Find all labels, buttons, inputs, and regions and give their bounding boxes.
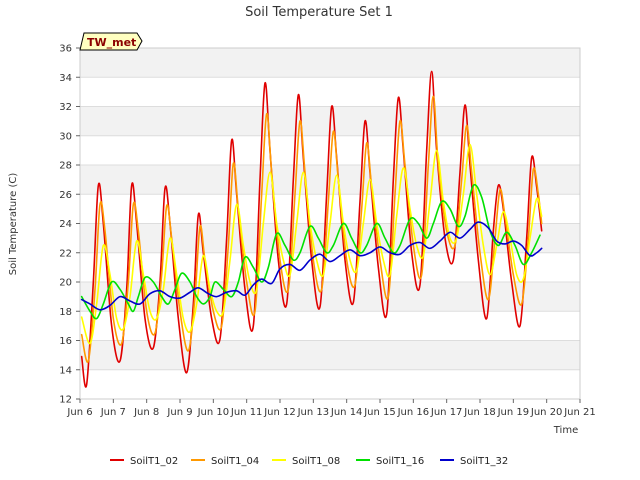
badge-label: TW_met: [87, 36, 136, 49]
y-tick-label: 16: [59, 336, 72, 347]
y-tick-label: 12: [59, 395, 72, 406]
grid-band: [80, 48, 580, 78]
x-tick-label: Jun 9: [166, 407, 192, 418]
legend-item-soilt1-04: SoilT1_04: [191, 456, 259, 467]
x-tick-label: Jun 16: [397, 407, 430, 418]
x-tick-label: Jun 15: [363, 407, 396, 418]
x-tick-label: Jun 12: [263, 407, 296, 418]
legend-label: SoilT1_32: [460, 456, 508, 467]
series-line-soilt1-32: [80, 221, 543, 311]
x-tick-label: Jun 17: [430, 407, 463, 418]
tw-met-badge: TW_met: [79, 32, 143, 51]
series-lines: [80, 70, 543, 388]
x-tick-label: Jun 10: [197, 407, 230, 418]
series-line-soilt1-04: [80, 95, 543, 363]
x-axis-ticks: Jun 6 Jun 7 Jun 8 Jun 9 Jun 10 Jun 11 Jun 12 Ju…: [66, 399, 596, 418]
y-tick-label: 34: [59, 73, 72, 84]
legend-item-soilt1-08: SoilT1_08: [272, 456, 340, 467]
x-tick-label: Jun 13: [297, 407, 330, 418]
x-tick-label: Jun 19: [497, 407, 530, 418]
legend-label: SoilT1_02: [130, 456, 178, 467]
y-tick-label: 14: [59, 365, 72, 376]
x-tick-label: Jun 7: [100, 407, 126, 418]
x-tick-label: Jun 18: [463, 407, 496, 418]
x-axis-label: Time: [553, 425, 578, 436]
y-tick-label: 36: [59, 44, 72, 55]
y-tick-label: 24: [59, 219, 72, 230]
legend-item-soilt1-16: SoilT1_16: [356, 456, 424, 467]
legend-item-soilt1-02: SoilT1_02: [110, 456, 178, 467]
plot-background: [80, 48, 580, 370]
x-tick-label: Jun 8: [133, 407, 159, 418]
chart-title: Soil Temperature Set 1: [245, 5, 393, 20]
y-tick-label: 20: [59, 278, 72, 289]
y-tick-label: 30: [59, 131, 72, 142]
badge-box: [79, 32, 143, 51]
y-tick-label: 18: [59, 307, 72, 318]
x-tick-label: Jun 14: [330, 407, 363, 418]
series-line-soilt1-08: [80, 143, 543, 345]
legend-label: SoilT1_08: [292, 456, 340, 467]
grid-band: [80, 340, 580, 370]
legend: SoilT1_02 SoilT1_04 SoilT1_08 SoilT1_16 Soil…: [110, 456, 508, 467]
y-tick-label: 32: [59, 102, 72, 113]
x-tick-label: Jun 20: [530, 407, 563, 418]
x-tick-label: Jun 21: [563, 407, 596, 418]
y-axis-label: Soil Temperature (C): [8, 173, 19, 276]
y-axis-ticks: 12 14 16 18 20 22 24 26 28 30 32 34 36: [59, 44, 80, 406]
x-tick-label: Jun 6: [66, 407, 92, 418]
grid-band: [80, 282, 580, 312]
y-tick-label: 28: [59, 161, 72, 172]
series-line-soilt1-02: [80, 70, 543, 388]
y-tick-label: 26: [59, 190, 72, 201]
series-line-soilt1-16: [80, 183, 541, 320]
legend-item-soilt1-32: SoilT1_32: [440, 456, 508, 467]
legend-label: SoilT1_04: [211, 456, 259, 467]
legend-label: SoilT1_16: [376, 456, 424, 467]
x-tick-label: Jun 11: [230, 407, 263, 418]
y-tick-label: 22: [59, 248, 72, 259]
